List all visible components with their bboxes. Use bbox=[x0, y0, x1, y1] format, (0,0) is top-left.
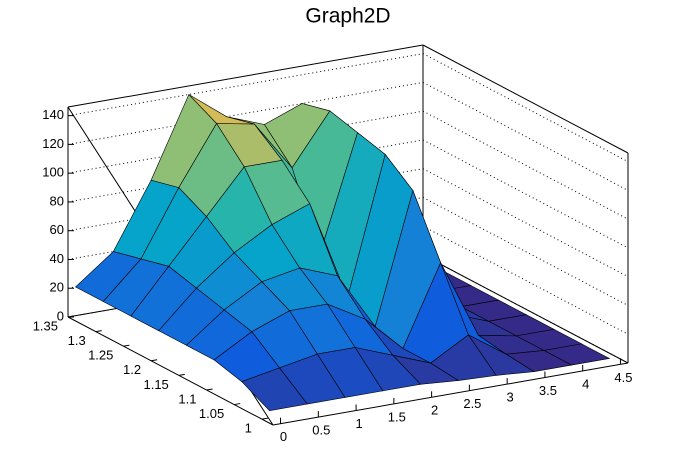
z-tick-label: 60 bbox=[50, 222, 64, 237]
box-edge bbox=[422, 44, 629, 154]
y-tick bbox=[206, 388, 213, 391]
y-tick bbox=[234, 403, 241, 406]
box-edge bbox=[67, 316, 274, 426]
x-tick-label: 2.5 bbox=[463, 396, 481, 411]
chart-title: Graph2D bbox=[305, 5, 390, 28]
y-tick bbox=[95, 330, 102, 333]
z-tick-label: 0 bbox=[57, 308, 64, 323]
y-tick-label: 1.2 bbox=[123, 362, 141, 377]
y-tick bbox=[67, 315, 75, 318]
y-tick bbox=[123, 344, 130, 347]
y-tick-label: 1.35 bbox=[33, 318, 58, 333]
y-tick bbox=[151, 359, 158, 362]
surface-cell bbox=[241, 367, 308, 411]
y-tick-label: 1.15 bbox=[143, 377, 168, 392]
x-tick-label: 3 bbox=[507, 390, 514, 405]
x-tick-label: 0 bbox=[280, 429, 287, 444]
y-tick-label: 1.25 bbox=[88, 348, 113, 363]
x-tick-label: 4.5 bbox=[614, 370, 632, 385]
x-tick-label: 1.5 bbox=[388, 409, 406, 424]
z-tick-label: 120 bbox=[42, 136, 64, 151]
grid-line bbox=[67, 53, 424, 117]
z-tick-label: 140 bbox=[42, 107, 64, 122]
x-tick-label: 2 bbox=[431, 403, 438, 418]
y-tick bbox=[178, 373, 185, 376]
x-tick-label: 3.5 bbox=[539, 383, 557, 398]
z-tick-label: 40 bbox=[50, 251, 64, 266]
z-tick-label: 80 bbox=[50, 193, 64, 208]
z-tick-label: 20 bbox=[50, 280, 64, 295]
x-tick-label: 1 bbox=[355, 416, 362, 431]
y-tick-label: 1.3 bbox=[68, 333, 86, 348]
z-tick-label: 100 bbox=[42, 165, 64, 180]
x-tick-label: 0.5 bbox=[312, 423, 330, 438]
box-edge bbox=[272, 362, 629, 426]
y-tick-label: 1.1 bbox=[178, 391, 196, 406]
box-edge bbox=[422, 254, 629, 364]
grid-line bbox=[67, 81, 424, 145]
box-edge bbox=[67, 44, 424, 108]
y-tick-label: 1.05 bbox=[199, 406, 224, 421]
y-tick bbox=[261, 417, 269, 420]
x-tick-label: 4 bbox=[582, 376, 589, 391]
y-tick-label: 1 bbox=[245, 421, 252, 436]
